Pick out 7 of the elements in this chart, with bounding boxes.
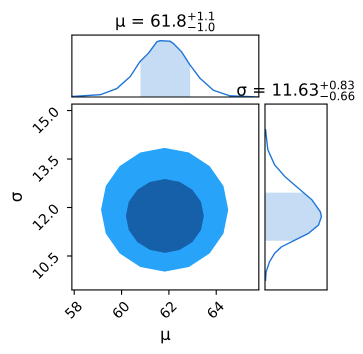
chart-title: μ = 61.8$^{+1.1}$$_{−1.0}$ bbox=[116, 12, 214, 32]
x-tick-label: 60 bbox=[111, 300, 130, 320]
y-axis-title: σ bbox=[12, 192, 22, 202]
x-tick-label: 58 bbox=[64, 300, 83, 319]
x-axis-title: μ bbox=[161, 330, 170, 344]
x-tick-label: 62 bbox=[158, 300, 178, 320]
x-tick-label: 64 bbox=[206, 300, 225, 320]
